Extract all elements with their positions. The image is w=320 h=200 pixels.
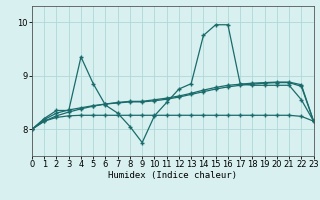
- X-axis label: Humidex (Indice chaleur): Humidex (Indice chaleur): [108, 171, 237, 180]
